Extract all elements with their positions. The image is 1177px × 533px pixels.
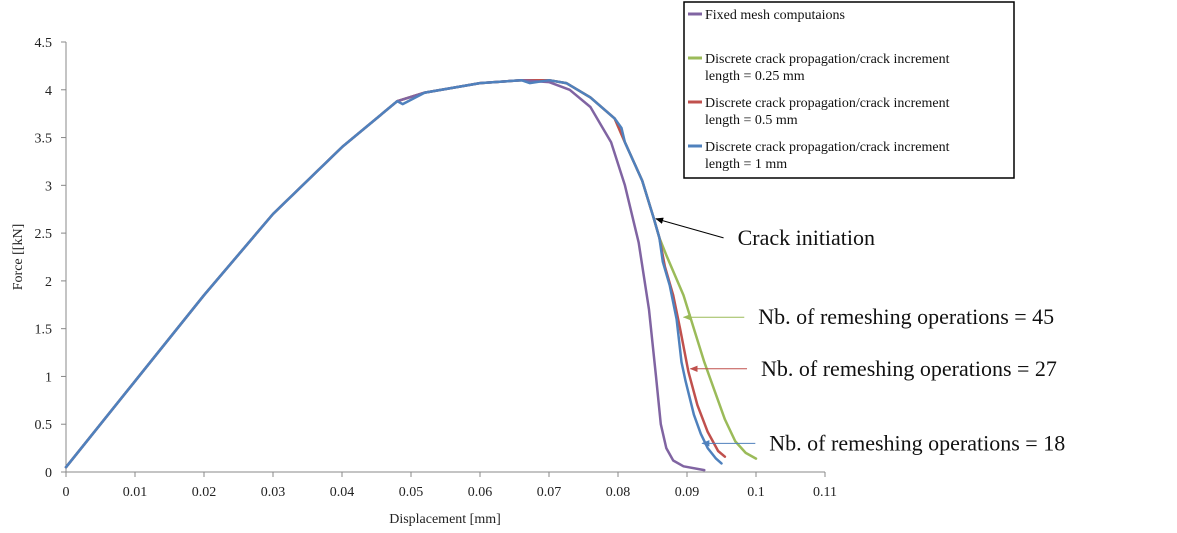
annotation-arrow-1	[655, 217, 724, 239]
y-tick-label: 2.5	[35, 227, 53, 242]
legend-label-4: Discrete crack propagation/crack increme…	[705, 140, 950, 172]
series-line-3	[64, 78, 727, 469]
y-axis-title: Force [[kN]	[11, 224, 26, 290]
series-line-2	[64, 78, 758, 469]
x-tick-label: 0.1	[747, 485, 765, 500]
x-tick-label: 0.02	[192, 485, 217, 500]
legend: Fixed mesh computaions Discrete crack pro…	[683, 1, 1015, 179]
x-tick-label: 0	[63, 485, 70, 500]
legend-label-3: Discrete crack propagation/crack increme…	[705, 96, 950, 128]
legend-box	[683, 1, 1015, 179]
x-tick-label: 0.07	[537, 485, 562, 500]
annotation-label-3: Nb. of remeshing operations = 27	[761, 356, 1057, 381]
x-tick-label: 0.11	[813, 485, 837, 500]
y-tick-label: 3	[45, 179, 52, 194]
legend-label-1: Fixed mesh computaions	[705, 8, 845, 23]
y-tick-label: 2	[45, 275, 52, 290]
x-tick-label: 0.01	[123, 485, 148, 500]
y-tick-label: 1.5	[35, 323, 53, 338]
legend-items: Fixed mesh computaions Discrete crack pro…	[688, 8, 950, 172]
x-tick-label: 0.05	[399, 485, 424, 500]
y-tick-label: 1	[45, 370, 52, 385]
x-axis-title: Displacement [mm]	[389, 512, 501, 527]
series-line-1	[64, 78, 706, 472]
x-tick-label: 0.04	[330, 485, 355, 500]
plot-area: 0 0.01 0.02 0.03 0.04 0.05 0.06 0.07 0.08 0.09 0.1…	[35, 36, 1066, 500]
x-tick-label: 0.09	[675, 485, 700, 500]
annotation-label-2: Nb. of remeshing operations = 45	[758, 304, 1054, 329]
series-line-4	[64, 78, 723, 469]
legend-label-2: Discrete crack propagation/crack increme…	[705, 52, 950, 84]
x-axis-ticks: 0 0.01 0.02 0.03 0.04 0.05 0.06 0.07 0.08 0.09 0.1…	[63, 472, 837, 500]
annotation-label-1: Crack initiation	[738, 225, 875, 250]
x-tick-label: 0.06	[468, 485, 493, 500]
y-axis-ticks: 0 0.5 1 1.5 2 2.5 3 3.5 4 4.5	[35, 36, 66, 481]
x-tick-label: 0.03	[261, 485, 286, 500]
y-tick-label: 4.5	[35, 36, 53, 51]
y-tick-label: 0.5	[35, 418, 53, 433]
x-tick-label: 0.08	[606, 485, 631, 500]
annotation-label-4: Nb. of remeshing operations = 18	[769, 430, 1065, 455]
y-tick-label: 0	[45, 466, 52, 481]
series-lines	[64, 78, 758, 472]
annotations: Crack initiation Nb. of remeshing operati…	[655, 217, 1065, 455]
y-tick-label: 4	[45, 84, 52, 99]
y-tick-label: 3.5	[35, 132, 53, 147]
